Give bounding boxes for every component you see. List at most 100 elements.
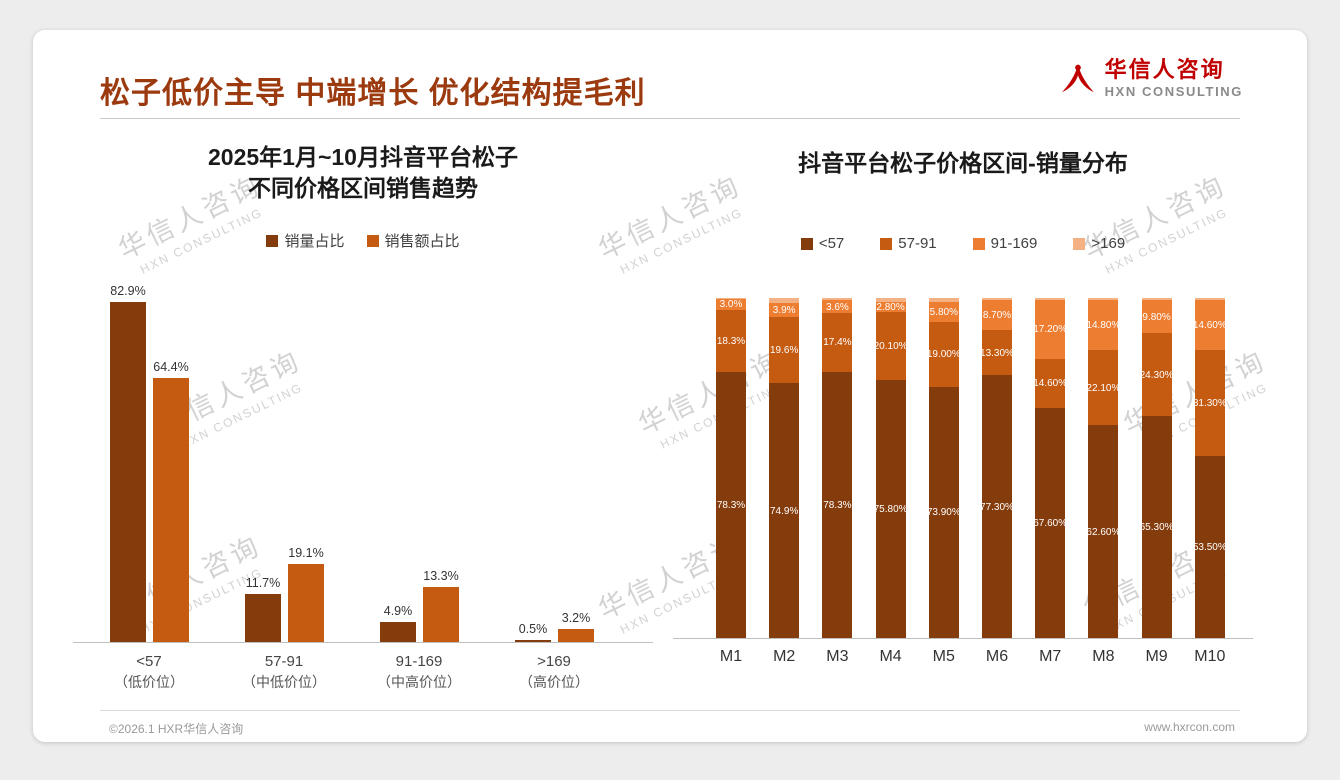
bar-segment xyxy=(769,316,800,384)
segment-label: 73.90% xyxy=(926,507,961,519)
x-axis-label-main: 57-91 xyxy=(264,653,304,670)
segment-label: 2.80% xyxy=(876,302,905,314)
bar-segment xyxy=(769,298,800,304)
bar xyxy=(380,622,416,642)
x-axis-label: 57-91 （中低价位） xyxy=(204,651,364,693)
value-label: 11.7% xyxy=(245,576,281,590)
right-chart: 抖音平台松子价格区间-销量分布 <57 57-91 91-169 >169 78.3%… xyxy=(673,142,1253,695)
segment-label: 8.70% xyxy=(982,310,1012,322)
right-chart-xaxis: M1 M2 M3 M4 M5 M6 M7 M8 M9 M10 xyxy=(673,639,1253,695)
slide-content: 松子低价主导 中端增长 优化结构提毛利 华信人咨询 HXN CONSULTING… xyxy=(33,30,1307,742)
segment-label: 17.20% xyxy=(1033,324,1068,336)
value-label: 19.1% xyxy=(288,546,324,560)
x-axis-label: M9 xyxy=(1145,648,1168,665)
bar-segment xyxy=(822,312,853,372)
left-chart-legend: 销量占比 销售额占比 xyxy=(73,230,653,251)
logo-cn-text: 华信人咨询 xyxy=(1104,57,1225,82)
legend-swatch xyxy=(880,237,893,250)
legend-swatch xyxy=(366,234,379,247)
segment-label: 31.30% xyxy=(1192,397,1227,409)
bar-segment xyxy=(1088,425,1119,638)
bar xyxy=(288,564,324,642)
x-axis-label: M2 xyxy=(773,648,796,665)
segment-label: 78.3% xyxy=(823,499,852,511)
legend-item: 销售额占比 xyxy=(366,230,460,251)
legend-item: 91-169 xyxy=(972,235,1038,252)
bar-segment xyxy=(1088,298,1119,300)
bar-segment xyxy=(1194,298,1225,301)
x-axis-label: <57 （低价位） xyxy=(69,651,229,693)
bar-segment xyxy=(1194,456,1225,638)
x-axis-label: M8 xyxy=(1092,648,1115,665)
x-axis-label: >169 （高价位） xyxy=(474,651,634,693)
bar-segment xyxy=(982,298,1012,301)
legend-swatch xyxy=(972,237,985,250)
chart-title-line: 不同价格区间销售趋势 xyxy=(248,175,478,201)
right-chart-plot: 78.3% 18.3% 3.0% 74.9% 19.6% 3.9% 78.3% 17.4% 3.… xyxy=(673,286,1253,639)
bar-segment xyxy=(982,375,1012,638)
bar-segment xyxy=(822,371,853,638)
segment-label: 5.80% xyxy=(929,307,958,319)
left-chart-xaxis: <57 （低价位） 57-91 （中低价位） 91-169 （中高价位） >169 （高价位） xyxy=(73,643,653,699)
logo-text: 华信人咨询 HXN CONSULTING xyxy=(1104,57,1243,100)
bar-segment xyxy=(928,298,959,303)
segment-label: 3.0% xyxy=(719,299,743,311)
x-axis-label-sub: （低价位） xyxy=(114,674,184,690)
bar-segment xyxy=(982,329,1012,376)
segment-label: 14.60% xyxy=(1192,319,1227,331)
bar-segment xyxy=(716,309,746,372)
x-axis-label: M4 xyxy=(879,648,902,665)
bar-segment xyxy=(875,302,906,312)
value-label: 3.2% xyxy=(561,611,591,625)
logo-icon xyxy=(1061,63,1094,92)
legend-item: <57 xyxy=(800,235,844,252)
legend-label: 57-91 xyxy=(898,235,937,252)
bar-segment xyxy=(1035,300,1066,359)
page-title: 松子低价主导 中端增长 优化结构提毛利 xyxy=(100,77,646,110)
value-label: 4.9% xyxy=(383,604,413,618)
segment-label: 14.80% xyxy=(1086,319,1121,331)
bar-segment xyxy=(1194,300,1225,350)
legend-label: 91-169 xyxy=(990,235,1038,252)
bar xyxy=(110,302,146,642)
legend-item: 57-91 xyxy=(880,235,937,252)
segment-label: 24.30% xyxy=(1139,369,1174,381)
x-axis-label-main: >169 xyxy=(537,653,571,670)
segment-label: 75.80% xyxy=(873,504,908,516)
segment-label: 20.10% xyxy=(873,341,908,353)
bar xyxy=(558,629,594,642)
value-label: 82.9% xyxy=(110,284,146,298)
legend-label: 销量占比 xyxy=(284,233,345,250)
segment-label: 22.10% xyxy=(1086,382,1121,394)
x-axis-label: M1 xyxy=(719,648,743,665)
bar-segment xyxy=(769,303,800,317)
legend-swatch xyxy=(266,234,279,247)
bar-segment xyxy=(875,311,906,381)
left-chart-plot: 82.9% 64.4% 11.7% 19.1% 4.9% 13.3% 0.5% 3.2% xyxy=(73,267,653,643)
right-chart-legend: <57 57-91 91-169 >169 xyxy=(673,235,1253,252)
x-axis-label: M7 xyxy=(1039,648,1062,665)
footer-copyright: ©2026.1 HXR华信人咨询 xyxy=(109,722,244,736)
bar-segment xyxy=(928,322,959,387)
bar-segment xyxy=(875,298,906,303)
right-chart-title: 抖音平台松子价格区间-销量分布 xyxy=(798,150,1128,176)
chart-title-line: 2025年1月~10月抖音平台松子 xyxy=(208,144,518,170)
left-chart-title: 2025年1月~10月抖音平台松子 不同价格区间销售趋势 xyxy=(73,142,653,204)
bar-segment xyxy=(1141,298,1172,301)
bar-segment xyxy=(982,300,1012,330)
header-divider xyxy=(100,118,1240,119)
value-label: 0.5% xyxy=(518,622,548,636)
bar-segment xyxy=(1088,350,1119,426)
legend-item: >169 xyxy=(1073,235,1125,252)
bar xyxy=(153,378,189,642)
logo-en-text: HXN CONSULTING xyxy=(1104,84,1243,99)
company-logo: 华信人咨询 HXN CONSULTING xyxy=(1059,58,1243,99)
slide: 华信人咨询 HXN CONSULTING 华信人咨询 HXN CONSULTING 华信… xyxy=(33,30,1307,742)
segment-label: 74.9% xyxy=(770,505,799,517)
legend-label: 销售额占比 xyxy=(384,233,460,250)
segment-label: 77.30% xyxy=(980,501,1014,513)
bar-segment xyxy=(875,380,906,638)
x-axis-label: M3 xyxy=(826,648,849,665)
bar-segment xyxy=(716,298,746,300)
bar-segment xyxy=(822,298,853,301)
